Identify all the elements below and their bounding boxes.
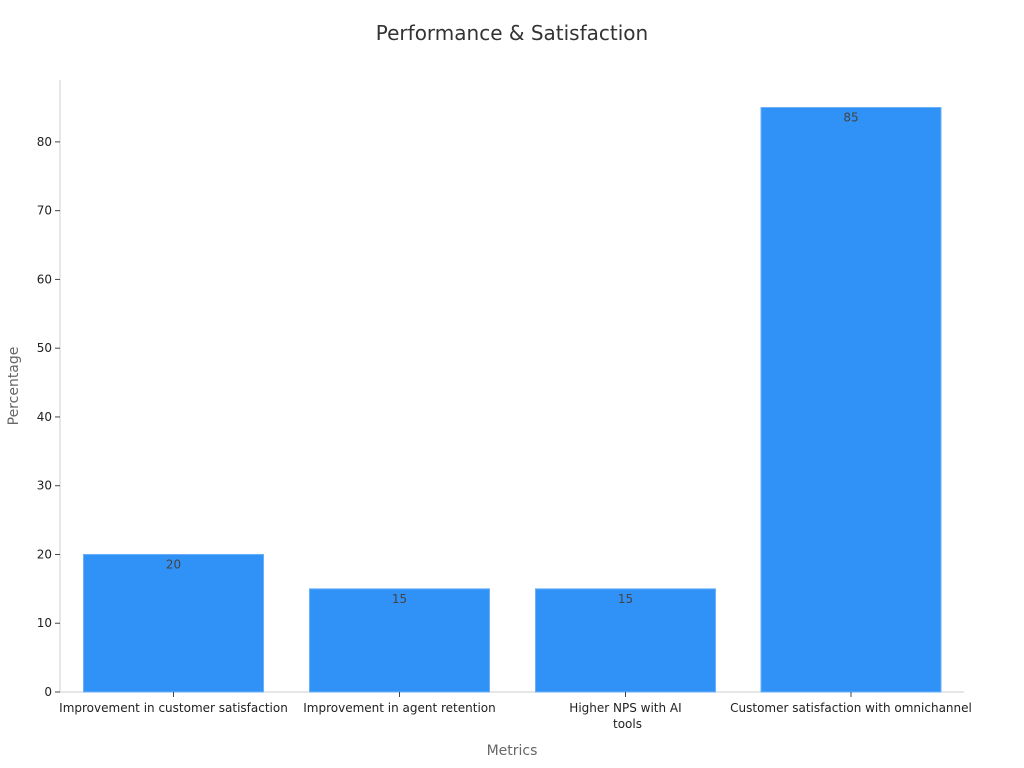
y-tick-label: 10 — [37, 616, 52, 630]
y-tick-label: 60 — [37, 272, 52, 286]
x-tick-label: tools — [613, 717, 642, 731]
bar — [760, 107, 942, 693]
bars-group: 20 15 15 85 — [83, 107, 942, 693]
x-tick-label: Customer satisfaction with omnichannel — [730, 701, 972, 715]
bar-data-label: 85 — [843, 111, 858, 125]
y-tick-label: 30 — [37, 479, 52, 493]
y-tick-label: 80 — [37, 135, 52, 149]
y-tick-label: 0 — [44, 685, 52, 699]
bar — [309, 588, 490, 693]
x-tick-label: Higher NPS with AI — [569, 701, 681, 715]
chart-title: Performance & Satisfaction — [376, 21, 648, 45]
x-tick-label: Improvement in agent retention — [303, 701, 496, 715]
y-tick-label: 20 — [37, 547, 52, 561]
y-ticks-group: 0 10 20 30 40 50 60 70 80 — [37, 135, 60, 699]
x-ticks-group: Improvement in customer satisfaction Impr… — [59, 692, 972, 731]
bar-data-label: 20 — [166, 557, 181, 571]
bar-data-label: 15 — [618, 592, 633, 606]
x-axis-label: Metrics — [487, 743, 538, 759]
y-tick-label: 40 — [37, 410, 52, 424]
y-tick-label: 70 — [37, 204, 52, 218]
y-tick-label: 50 — [37, 341, 52, 355]
bar — [83, 553, 264, 693]
x-tick-label: Improvement in customer satisfaction — [59, 701, 288, 715]
bar-data-label: 15 — [392, 592, 407, 606]
y-axis-label: Percentage — [6, 347, 22, 426]
bar — [535, 588, 716, 693]
